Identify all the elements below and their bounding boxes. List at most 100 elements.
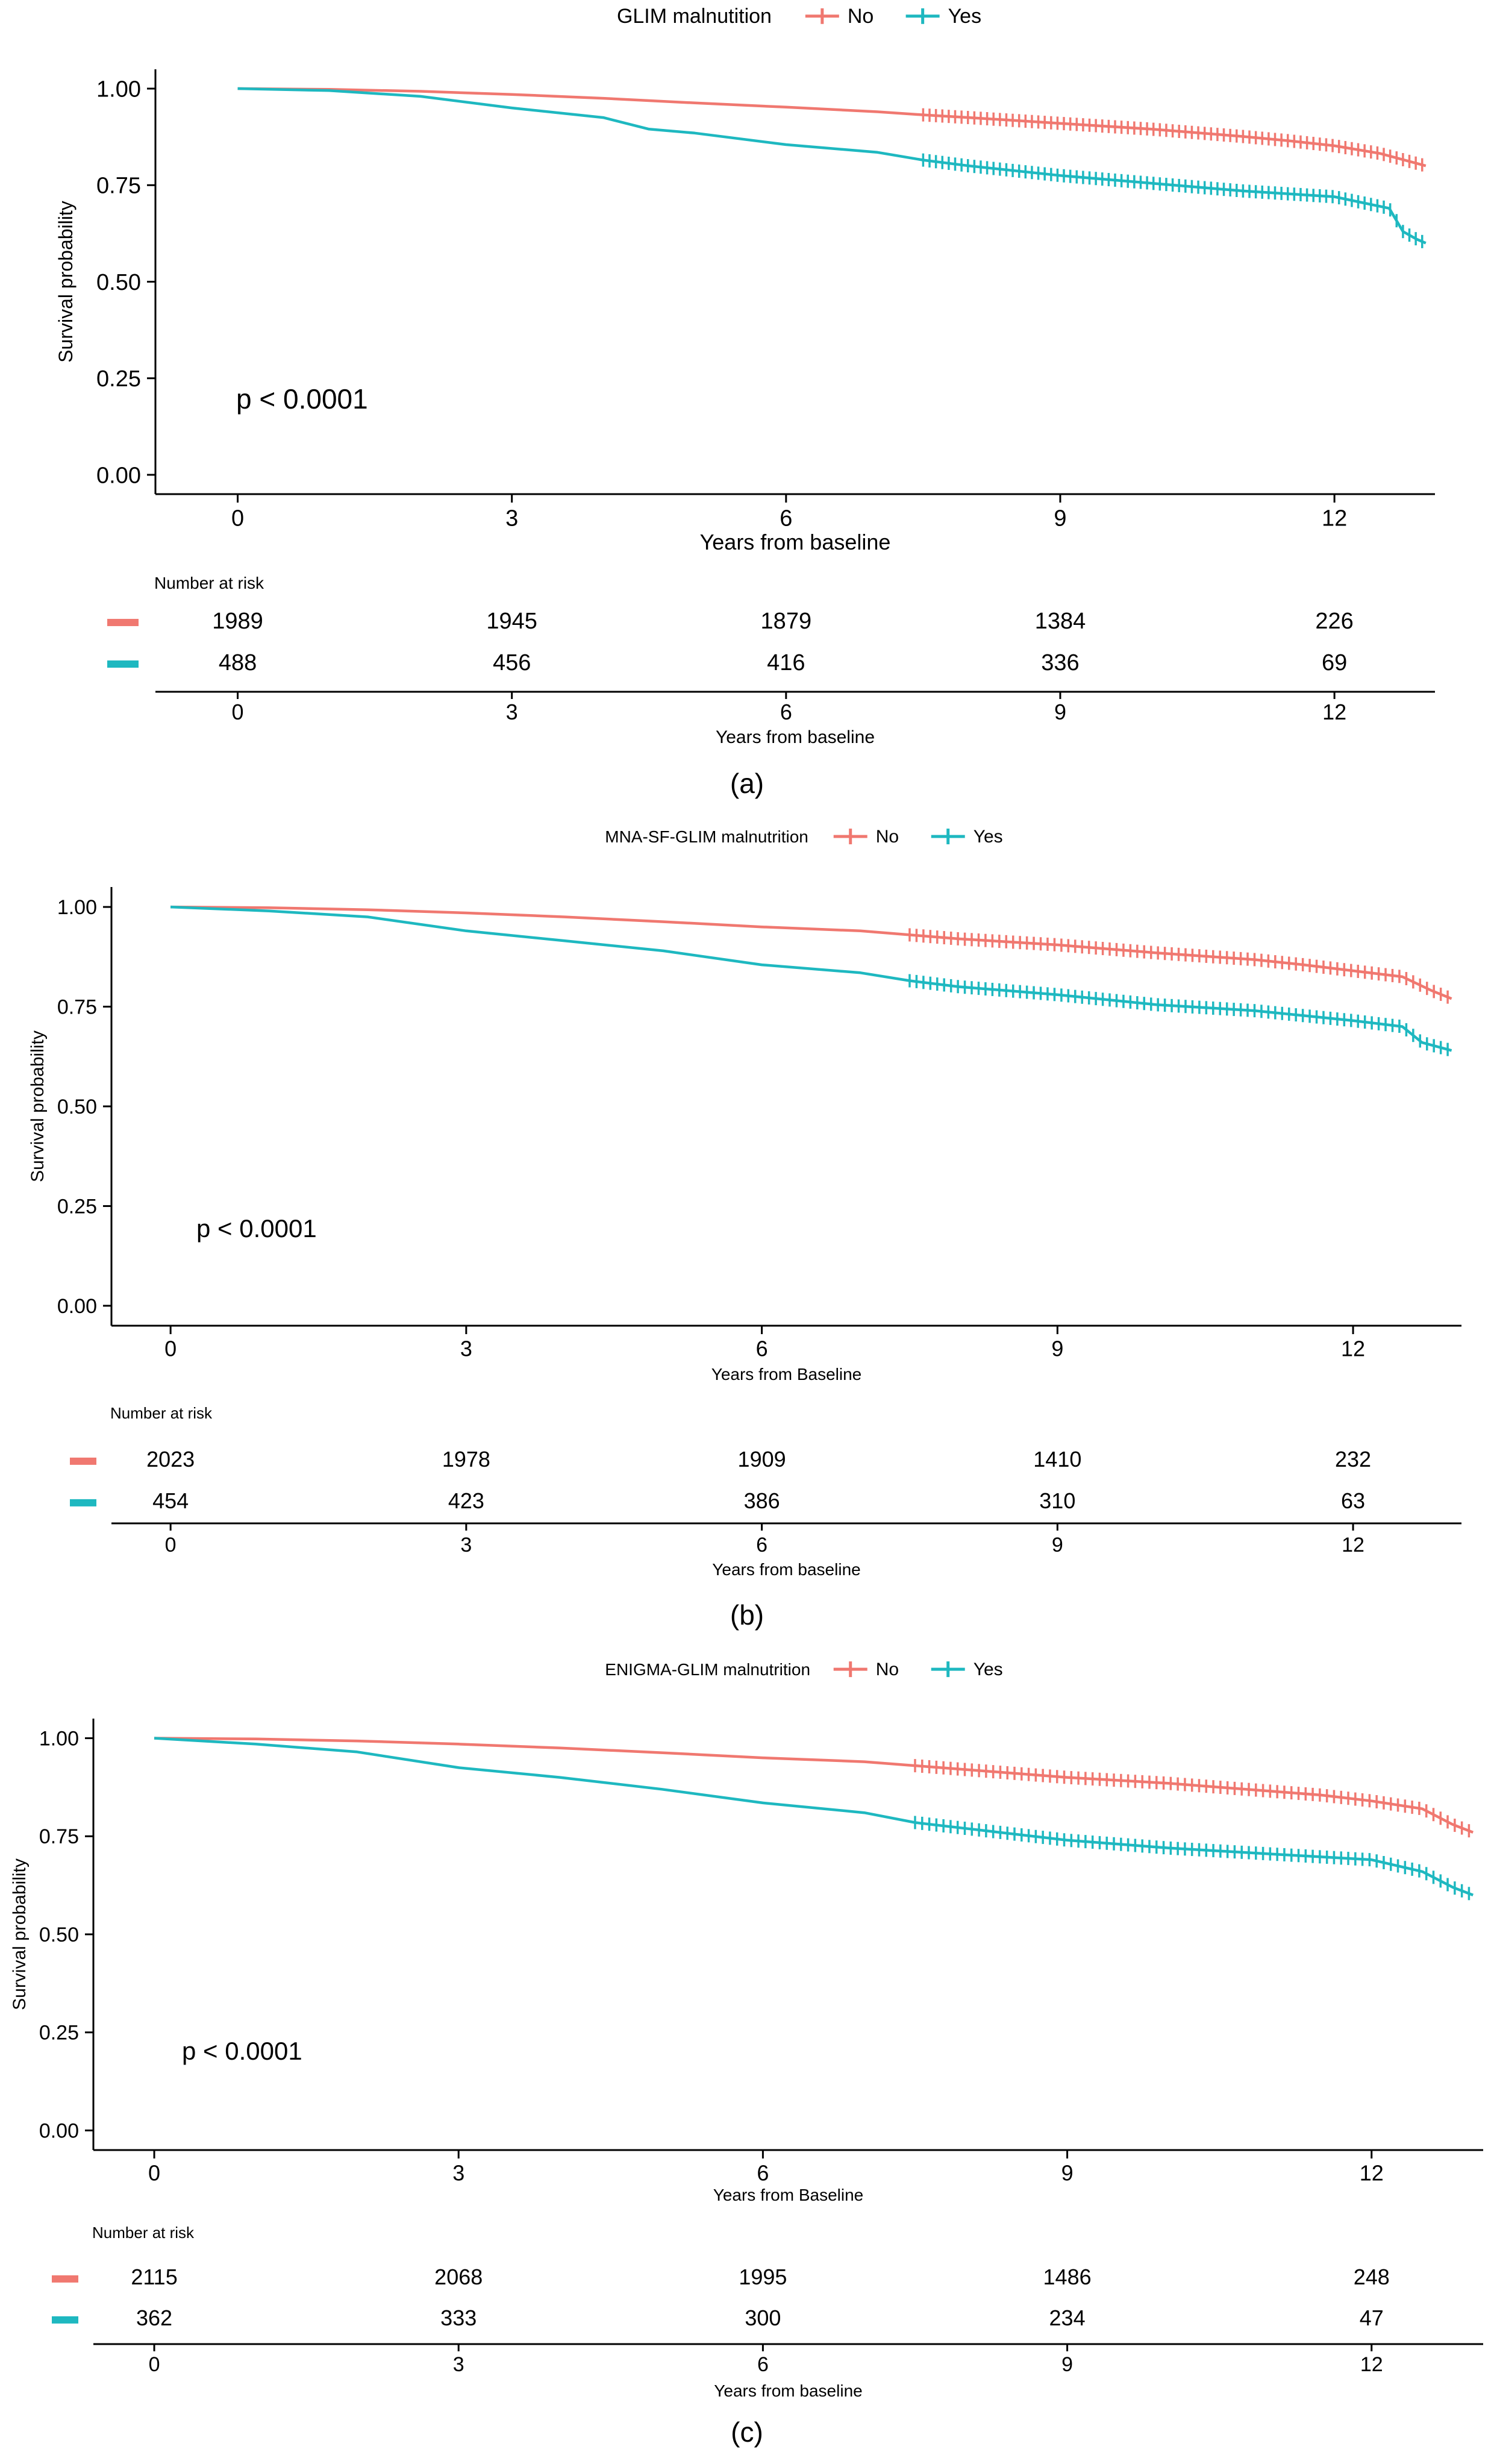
censor-marks-no (914, 1759, 1471, 1838)
y-tick-label: 0.25 (39, 2022, 79, 2045)
risk-count: 1909 (738, 1447, 786, 1472)
legend-title: MNA-SF-GLIM malnutrition (605, 827, 808, 846)
risk-count: 2115 (131, 2265, 177, 2289)
risk-x-tick-label: 6 (780, 700, 792, 724)
x-tick-label: 12 (1341, 1337, 1365, 1361)
risk-count: 1978 (442, 1447, 490, 1472)
risk-count: 226 (1315, 609, 1353, 634)
risk-x-tick-label: 9 (1054, 700, 1066, 724)
risk-count: 248 (1354, 2265, 1390, 2289)
risk-x-tick-label: 6 (757, 2353, 769, 2376)
legend: MNA-SF-GLIM malnutrition No Yes (605, 827, 1002, 847)
p-value-annotation: p < 0.0001 (196, 1214, 317, 1243)
panel-caption: (b) (730, 1599, 764, 1631)
risk-count: 488 (219, 650, 257, 676)
y-axis-title: Survival probability (28, 1030, 48, 1182)
censor-marks-yes (908, 974, 1449, 1056)
risk-count: 454 (152, 1488, 189, 1513)
y-tick-label: 0.50 (96, 270, 141, 295)
risk-x-tick-label: 12 (1342, 1534, 1364, 1556)
risk-count: 232 (1335, 1447, 1371, 1472)
x-tick-label: 0 (164, 1337, 177, 1361)
y-tick-label: 0.25 (57, 1195, 97, 1218)
km-panel-b: MNA-SF-GLIM malnutrition No Yes 0.00 0.25 0.5… (28, 827, 1461, 1631)
p-value-annotation: p < 0.0001 (236, 383, 368, 415)
risk-x-tick-label: 0 (149, 2353, 160, 2376)
survival-curve-no (170, 905, 1452, 1000)
risk-table-title: Number at risk (154, 574, 264, 592)
y-tick-label: 1.00 (39, 1727, 79, 1750)
risk-count: 2068 (434, 2265, 483, 2289)
km-panel-a: GLIM malnutition No Yes 0.00 0.25 0.50 0.75 1.0… (55, 5, 1435, 799)
survival-curve-yes (154, 1737, 1474, 1896)
x-tick-label: 9 (1054, 506, 1066, 531)
y-tick-label: 0.75 (96, 174, 141, 199)
y-tick-label: 0.75 (57, 995, 97, 1018)
y-tick-label: 0.00 (57, 1295, 97, 1318)
risk-count: 47 (1360, 2306, 1384, 2330)
y-tick-label: 0.50 (39, 1923, 79, 1946)
km-panel-c: ENIGMA-GLIM malnutrition No Yes 0.00 0.25 0.5… (10, 1660, 1483, 2448)
risk-table-x-axis-title: Years from baseline (714, 2381, 862, 2400)
survival-curve-no (237, 87, 1427, 168)
risk-x-tick-label: 3 (460, 1534, 472, 1556)
legend-label-no: No (848, 5, 874, 28)
legend-label-no: No (876, 1660, 899, 1679)
risk-table-x-axis-title: Years from baseline (712, 1560, 860, 1579)
risk-count: 1989 (212, 609, 263, 634)
x-tick-label: 9 (1051, 1337, 1063, 1361)
censor-marks-yes (914, 1816, 1471, 1901)
y-tick-label: 0.50 (57, 1096, 97, 1118)
risk-x-tick-label: 3 (453, 2353, 464, 2376)
x-tick-label: 12 (1322, 506, 1347, 531)
legend-label-yes: Yes (974, 827, 1003, 847)
risk-table-x-axis-title: Years from baseline (716, 727, 875, 747)
y-tick-label: 0.00 (39, 2119, 79, 2142)
risk-count: 333 (440, 2306, 477, 2330)
risk-x-tick-label: 6 (756, 1534, 767, 1556)
survival-curve-no (154, 1737, 1474, 1834)
x-tick-label: 0 (148, 2161, 160, 2186)
risk-count: 1945 (486, 609, 537, 634)
risk-count: 310 (1039, 1488, 1075, 1513)
risk-table-title: Number at risk (92, 2224, 195, 2242)
risk-row-swatch-yes (70, 1499, 96, 1506)
risk-x-tick-label: 0 (165, 1534, 177, 1556)
risk-row-swatch-no (70, 1457, 96, 1465)
risk-count: 234 (1049, 2306, 1086, 2330)
x-tick-label: 0 (231, 506, 244, 531)
risk-count: 362 (136, 2306, 172, 2330)
risk-row-swatch-no (52, 2275, 78, 2283)
legend-title: ENIGMA-GLIM malnutrition (605, 1660, 810, 1679)
risk-count: 1486 (1043, 2265, 1092, 2289)
x-axis-title: Years from baseline (700, 530, 891, 554)
risk-table-title: Number at risk (110, 1404, 213, 1422)
legend-label-yes: Yes (974, 1660, 1003, 1679)
panel-caption: (c) (731, 2416, 763, 2448)
risk-count: 1410 (1033, 1447, 1081, 1472)
x-tick-label: 6 (780, 506, 792, 531)
legend-title: GLIM malnutition (617, 5, 772, 28)
x-axis-title: Years from Baseline (713, 2186, 864, 2204)
risk-count: 416 (767, 650, 805, 676)
risk-row-swatch-yes (52, 2316, 78, 2324)
risk-count: 386 (744, 1488, 780, 1513)
survival-curve-yes (237, 87, 1427, 245)
x-tick-label: 12 (1360, 2161, 1384, 2186)
risk-count: 63 (1341, 1488, 1365, 1513)
y-tick-label: 1.00 (96, 77, 141, 102)
risk-count: 2023 (146, 1447, 195, 1472)
risk-x-tick-label: 9 (1052, 1534, 1063, 1556)
legend: ENIGMA-GLIM malnutrition No Yes (605, 1660, 1002, 1679)
x-tick-label: 3 (505, 506, 518, 531)
legend: GLIM malnutition No Yes (617, 5, 981, 28)
legend-label-no: No (876, 827, 899, 847)
x-axis-title: Years from Baseline (711, 1365, 862, 1384)
x-tick-label: 6 (757, 2161, 769, 2186)
x-tick-label: 6 (756, 1337, 768, 1361)
risk-x-tick-label: 3 (506, 700, 518, 724)
risk-count: 456 (493, 650, 531, 676)
risk-row-swatch-yes (107, 660, 139, 668)
